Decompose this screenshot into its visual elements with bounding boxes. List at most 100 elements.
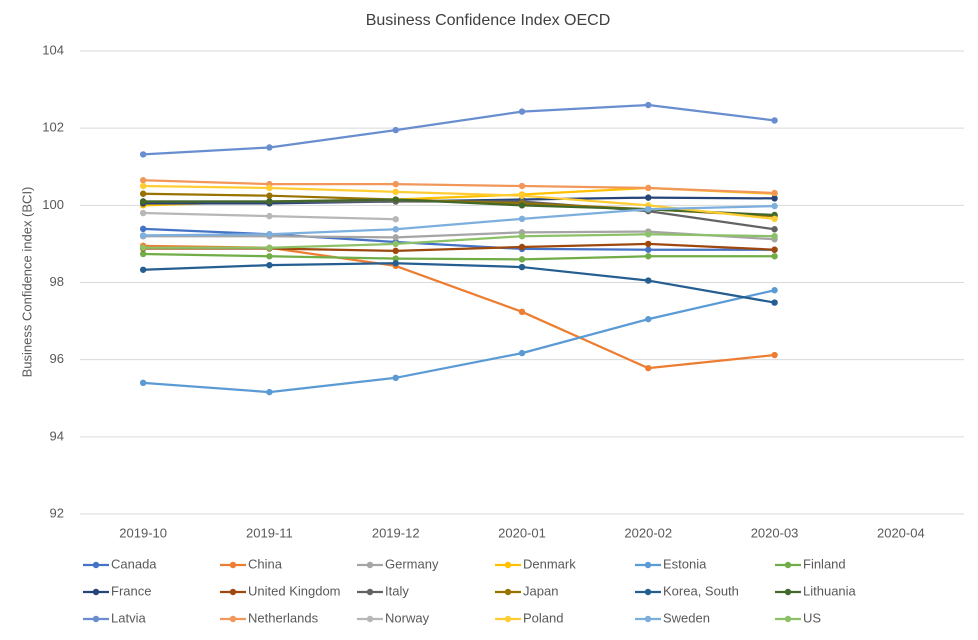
legend-label: Canada [111, 556, 157, 571]
data-point [771, 287, 778, 294]
data-point [771, 253, 778, 260]
data-point [518, 202, 526, 209]
data-point [266, 212, 273, 220]
data-point [518, 256, 526, 263]
data-point [266, 144, 273, 151]
data-point [392, 226, 399, 233]
data-point [771, 299, 778, 306]
y-tick-label: 96 [50, 351, 64, 366]
data-point [139, 209, 147, 217]
x-tick-label: 2019-11 [246, 525, 293, 540]
x-tick-label: 2020-04 [877, 525, 925, 540]
data-point [771, 215, 778, 223]
data-point [645, 277, 652, 284]
legend-label: Netherlands [248, 610, 319, 625]
data-point [518, 215, 526, 223]
data-point [392, 255, 399, 262]
data-point [392, 196, 399, 203]
data-point [518, 108, 526, 115]
series-line [143, 230, 775, 241]
legend-label: Estonia [663, 556, 707, 571]
legend-label: United Kingdom [248, 583, 341, 598]
legend-marker [366, 561, 374, 569]
x-tick-label: 2019-12 [372, 525, 420, 540]
series-line [143, 252, 775, 261]
data-point [266, 198, 273, 205]
legend-label: Germany [385, 556, 439, 571]
data-point [645, 101, 652, 109]
data-point [518, 263, 526, 271]
data-point [518, 308, 526, 316]
legend-marker [92, 561, 100, 569]
legend-marker [784, 561, 792, 569]
data-point [266, 192, 273, 199]
legend-marker [229, 561, 237, 569]
data-point [771, 195, 778, 202]
data-point [392, 180, 399, 188]
data-point [771, 226, 778, 233]
legend-label: Finland [803, 556, 846, 571]
data-point [139, 198, 147, 205]
data-point [139, 232, 147, 239]
legend-label: Korea, South [663, 583, 739, 598]
legend-label: France [111, 583, 151, 598]
data-point [139, 151, 147, 158]
legend-label: US [803, 610, 821, 625]
data-point [139, 182, 147, 190]
data-point [266, 261, 273, 269]
data-point [518, 243, 526, 251]
data-point [645, 315, 652, 323]
data-point [392, 234, 399, 241]
legend-label: Latvia [111, 610, 146, 625]
data-point [392, 126, 399, 134]
series-line [143, 179, 775, 195]
chart-title: Business Confidence Index OECD [366, 12, 611, 29]
legend-label: Sweden [663, 610, 710, 625]
data-point [771, 246, 778, 253]
data-point [645, 253, 652, 260]
data-point [139, 266, 147, 273]
data-point [518, 182, 526, 190]
series-line [143, 233, 775, 249]
data-point [645, 194, 652, 201]
legend-marker [229, 588, 237, 596]
data-point [518, 349, 526, 357]
y-tick-label: 104 [42, 42, 64, 57]
legend-marker [784, 588, 792, 596]
data-point [139, 379, 147, 387]
legend-marker [92, 588, 100, 596]
data-point [645, 184, 652, 192]
data-point [139, 190, 147, 197]
data-point [139, 177, 147, 184]
data-point [266, 244, 273, 251]
series-line [143, 262, 775, 304]
data-point [266, 388, 273, 396]
data-point [266, 231, 273, 238]
data-point [645, 240, 652, 248]
legend-marker [504, 615, 512, 623]
data-point [139, 244, 147, 251]
data-point [392, 188, 399, 196]
x-tick-label: 2020-03 [751, 525, 799, 540]
data-point [139, 225, 147, 233]
legend-marker [92, 615, 100, 623]
data-point [771, 233, 778, 240]
series-line [143, 289, 775, 394]
data-point [392, 240, 399, 248]
data-point [645, 246, 652, 253]
y-tick-label: 94 [50, 428, 64, 443]
data-point [518, 192, 526, 199]
series-line [143, 204, 775, 237]
x-tick-label: 2019-10 [119, 525, 167, 540]
data-point [645, 364, 652, 372]
legend-marker [504, 588, 512, 596]
legend-marker [644, 561, 652, 569]
y-tick-label: 100 [42, 197, 64, 212]
legend-label: Poland [523, 610, 563, 625]
legend-marker [504, 561, 512, 569]
data-point [518, 233, 526, 240]
data-point [771, 351, 778, 359]
data-point [771, 117, 778, 124]
legend-marker [644, 615, 652, 623]
